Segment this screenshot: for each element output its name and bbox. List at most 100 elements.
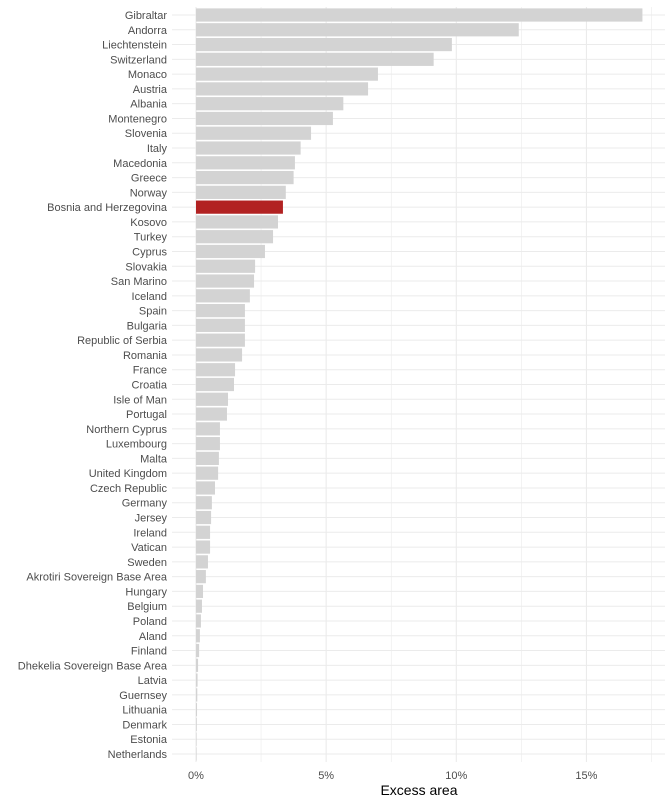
category-label: Jersey [135, 513, 168, 525]
category-label: Iceland [132, 291, 167, 303]
category-label: Guernsey [119, 690, 167, 702]
bar [196, 67, 378, 81]
bar [196, 466, 219, 480]
bars [196, 8, 643, 761]
category-label: Sweden [127, 557, 167, 569]
bar [196, 525, 211, 539]
category-label: Luxembourg [106, 439, 167, 451]
bar [196, 170, 294, 185]
bar [196, 481, 216, 495]
bar [196, 289, 250, 303]
bar-highlighted [196, 200, 283, 214]
category-label: Switzerland [110, 54, 167, 66]
category-label: Belgium [127, 601, 167, 613]
bar [196, 37, 452, 52]
category-label: Lithuania [122, 705, 168, 717]
category-label: Republic of Serbia [77, 335, 168, 347]
bar [196, 156, 295, 170]
category-label: Kosovo [130, 217, 167, 229]
bar [196, 318, 245, 332]
bar [196, 703, 198, 717]
bar [196, 540, 211, 554]
category-label: Italy [147, 143, 168, 155]
category-label: France [133, 365, 167, 377]
bar [196, 8, 643, 22]
category-label: Romania [123, 350, 168, 362]
category-label: Portugal [126, 409, 167, 421]
bar [196, 658, 199, 672]
category-label: Finland [131, 646, 167, 658]
category-label: Dhekelia Sovereign Base Area [18, 660, 168, 672]
bar [196, 333, 245, 347]
bar [196, 422, 220, 436]
bar [196, 97, 344, 111]
category-label: Aland [139, 631, 167, 643]
category-label: Liechtenstein [102, 40, 167, 52]
bar [196, 570, 206, 584]
bar [196, 555, 208, 569]
bar [196, 259, 256, 273]
category-label: Norway [130, 187, 168, 199]
category-label: Northern Cyprus [86, 424, 167, 436]
category-label: Denmark [122, 719, 167, 731]
category-label: Croatia [132, 380, 168, 392]
bar [196, 230, 274, 244]
bar [196, 82, 369, 96]
category-label: Turkey [134, 232, 168, 244]
category-label: Monaco [128, 69, 167, 81]
bar [196, 496, 212, 510]
bar [196, 215, 278, 229]
x-tick-label: 15% [575, 770, 597, 782]
bar [196, 23, 519, 37]
bar [196, 451, 219, 465]
bar [196, 304, 245, 318]
category-label: Bulgaria [127, 320, 168, 332]
category-label: Slovenia [125, 128, 168, 140]
bar [196, 717, 197, 732]
category-label: Vatican [131, 542, 167, 554]
category-label: Andorra [128, 25, 168, 37]
category-label: Poland [133, 616, 167, 628]
bar [196, 437, 220, 451]
category-label: Netherlands [108, 749, 168, 761]
bar [196, 392, 229, 406]
bar [196, 244, 265, 259]
category-label: Hungary [125, 586, 167, 598]
category-label: Akrotiri Sovereign Base Area [26, 572, 168, 584]
bar [196, 688, 198, 702]
bar [196, 584, 204, 599]
category-label: Albania [130, 99, 168, 111]
category-label: Macedonia [113, 158, 168, 170]
bar [196, 614, 201, 628]
category-label: Gibraltar [125, 10, 168, 22]
category-label: Cyprus [132, 246, 167, 258]
category-label: Montenegro [108, 113, 167, 125]
category-label: United Kingdom [89, 468, 167, 480]
category-label: Slovakia [125, 261, 167, 273]
category-label: Ireland [133, 527, 167, 539]
category-labels: Gibraltar Andorra Liechtenstein Switzerland… [18, 10, 168, 761]
bar [196, 673, 198, 687]
category-label: Estonia [130, 734, 168, 746]
category-label: San Marino [111, 276, 167, 288]
category-label: Latvia [138, 675, 168, 687]
bar [196, 274, 255, 288]
bar [196, 363, 236, 377]
bar [196, 629, 200, 643]
bar [196, 126, 312, 140]
x-tick-label: 5% [318, 770, 334, 782]
bar [196, 643, 200, 658]
bar [196, 599, 202, 613]
bar [196, 407, 227, 421]
category-label: Greece [131, 173, 167, 185]
x-tick-label: 10% [445, 770, 467, 782]
category-label: Bosnia and Herzegovina [47, 202, 168, 214]
category-label: Malta [140, 453, 168, 465]
category-label: Spain [139, 306, 167, 318]
bar [196, 52, 434, 66]
bar [196, 111, 333, 126]
bar [196, 377, 235, 392]
bar [196, 141, 301, 155]
bar [196, 732, 197, 746]
